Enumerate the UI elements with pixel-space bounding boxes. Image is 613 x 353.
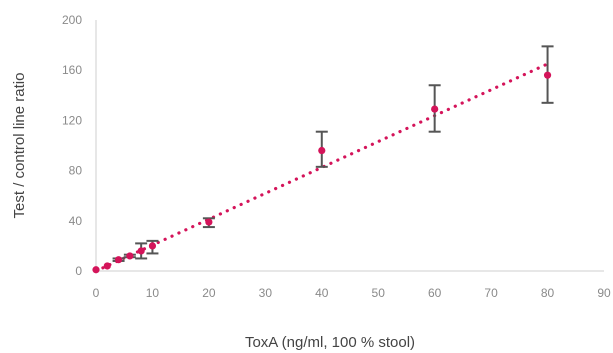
- x-axis-title: ToxA (ng/ml, 100 % stool): [245, 334, 415, 351]
- trendline: [94, 62, 550, 273]
- trendline-layer: [94, 62, 550, 273]
- points-layer: [92, 71, 552, 274]
- data-point: [92, 266, 100, 274]
- error-bars-layer: [112, 45, 554, 262]
- x-tick-label: 20: [202, 286, 216, 300]
- x-tick-labels: 0 10 20 30 40 50 60 70 80 90: [93, 286, 611, 300]
- data-point: [431, 105, 439, 113]
- data-point: [126, 252, 134, 260]
- x-tick-label: 30: [259, 286, 273, 300]
- y-tick-label: 80: [69, 164, 83, 178]
- y-tick-label: 160: [62, 63, 82, 77]
- y-tick-label: 40: [69, 214, 83, 228]
- data-point: [103, 262, 111, 270]
- x-tick-label: 0: [93, 286, 100, 300]
- x-tick-label: 70: [484, 286, 498, 300]
- data-point: [543, 71, 552, 79]
- x-tick-label: 10: [146, 286, 160, 300]
- data-point: [205, 218, 213, 226]
- x-tick-label: 40: [315, 286, 329, 300]
- y-tick-label: 200: [62, 13, 82, 27]
- x-tick-label: 90: [597, 286, 611, 300]
- data-point: [137, 247, 145, 255]
- data-point: [114, 256, 123, 264]
- y-tick-label: 120: [62, 113, 82, 127]
- x-tick-label: 50: [372, 286, 386, 300]
- x-tick-label: 60: [428, 286, 442, 300]
- y-axis-title: Test / control line ratio: [11, 73, 28, 219]
- data-point: [148, 242, 157, 250]
- data-point: [318, 146, 326, 155]
- y-tick-label: 0: [75, 264, 82, 278]
- x-tick-label: 80: [541, 286, 555, 300]
- y-tick-labels: 0 40 80 120 160 200: [62, 13, 82, 278]
